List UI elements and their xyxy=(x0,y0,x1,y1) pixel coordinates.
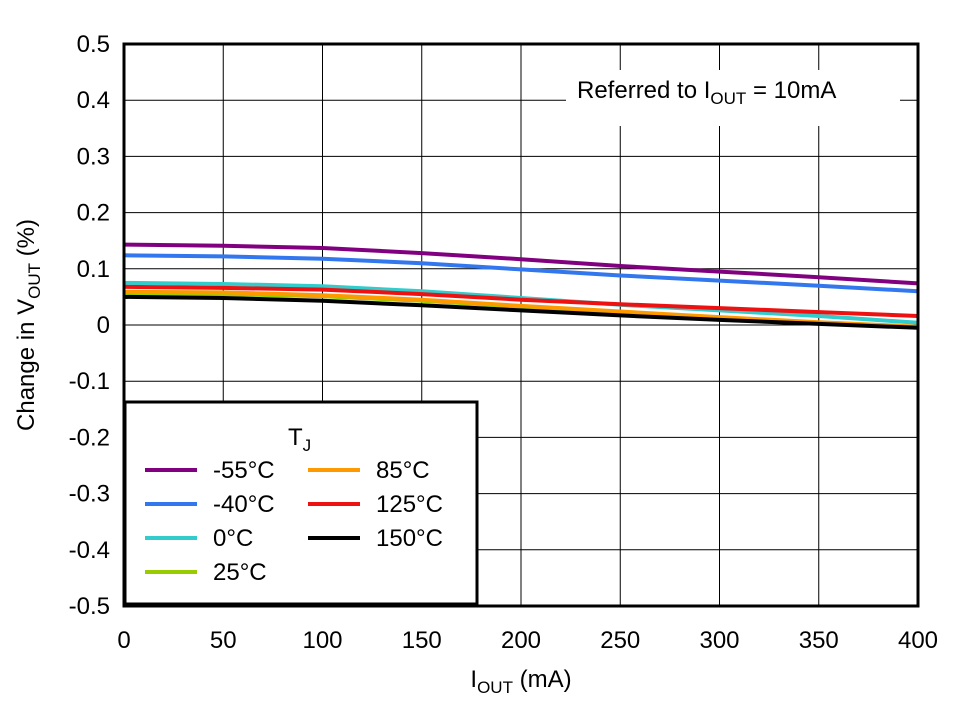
y-tick-label: -0.1 xyxy=(69,368,110,395)
y-axis-label: Change in VOUT (%) xyxy=(13,219,44,431)
annotation: Referred to IOUT = 10mA xyxy=(566,70,900,126)
y-tick-label: -0.3 xyxy=(69,481,110,508)
y-tick-label: 0.4 xyxy=(77,87,110,114)
y-tick-label: -0.4 xyxy=(69,537,110,564)
y-tick-label: 0.2 xyxy=(77,200,110,227)
x-tick-label: 0 xyxy=(117,627,130,654)
legend-items: -55°C -40°C 0°C 25°C 85°C 125°C 150°C xyxy=(145,457,443,586)
legend-label: 0°C xyxy=(213,525,253,552)
y-tick-label: 0 xyxy=(97,312,110,339)
legend: TJ -55°C -40°C 0°C 25°C 85°C 125°C 150°C xyxy=(123,400,479,606)
y-tick-labels: -0.5 -0.4 -0.3 -0.2 -0.1 0 0.1 0.2 0.3 0.4 0.5 xyxy=(69,31,110,620)
x-tick-label: 150 xyxy=(402,627,442,654)
series-line xyxy=(123,289,919,329)
x-tick-label: 100 xyxy=(302,627,342,654)
legend-label: 85°C xyxy=(376,457,430,484)
legend-label: 125°C xyxy=(376,491,443,518)
y-tick-label: 0.3 xyxy=(77,143,110,170)
legend-label: 150°C xyxy=(376,525,443,552)
annotation-text: Referred to IOUT = 10mA xyxy=(577,77,836,108)
x-tick-label: 50 xyxy=(210,627,237,654)
x-axis-label: IOUT (mA) xyxy=(470,666,571,697)
series-line xyxy=(123,284,919,318)
y-tick-label: 0.5 xyxy=(77,31,110,58)
legend-label: -40°C xyxy=(213,491,275,518)
x-tick-label: 250 xyxy=(600,627,640,654)
series-line xyxy=(123,294,919,330)
x-tick-label: 350 xyxy=(799,627,839,654)
annotation-background xyxy=(566,70,900,126)
x-tick-label: 200 xyxy=(501,627,541,654)
y-tick-label: 0.1 xyxy=(77,256,110,283)
legend-label: 25°C xyxy=(213,559,267,586)
x-tick-labels: 0 50 100 150 200 250 300 350 400 xyxy=(117,627,938,654)
y-tick-label: -0.2 xyxy=(69,424,110,451)
legend-title: TJ xyxy=(288,424,311,455)
series-lines xyxy=(123,242,919,330)
y-tick-label: -0.5 xyxy=(69,593,110,620)
x-tick-label: 400 xyxy=(898,627,938,654)
x-tick-label: 300 xyxy=(699,627,739,654)
plot-frame xyxy=(122,42,920,608)
legend-label: -55°C xyxy=(213,457,275,484)
series-line xyxy=(123,253,919,294)
series-line xyxy=(123,242,919,286)
